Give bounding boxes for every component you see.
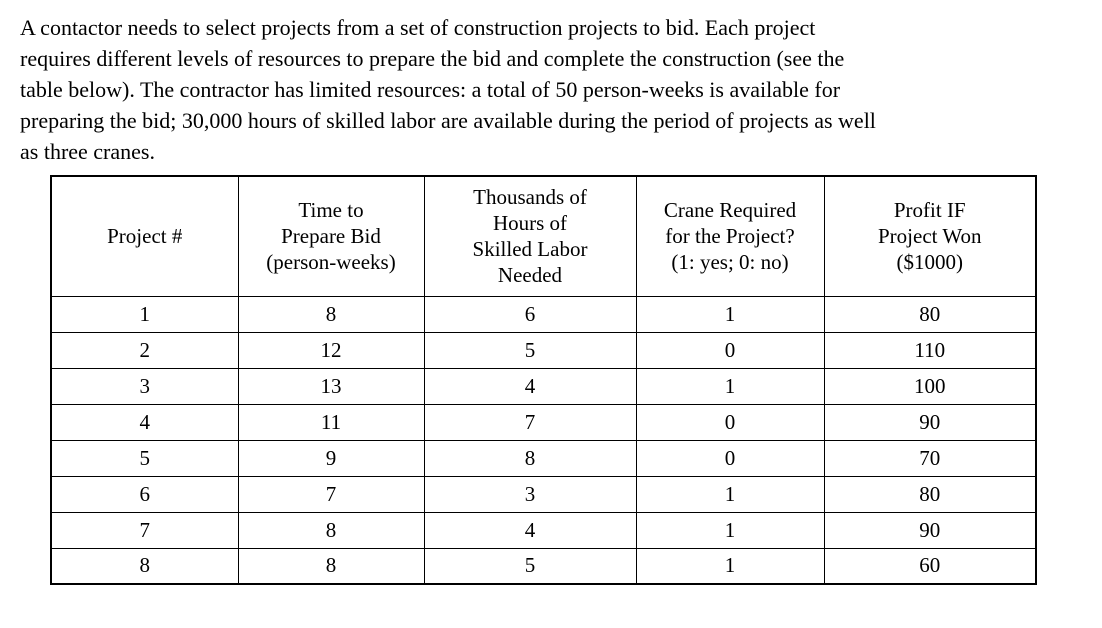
table-cell: 0 [635, 403, 825, 441]
table-cell: 3 [50, 367, 239, 405]
table-cell: 90 [823, 511, 1037, 549]
table-row: 6 7 3 1 80 [50, 475, 1037, 513]
table-cell: 8 [50, 547, 239, 585]
table-row: 5 9 8 0 70 [50, 439, 1037, 477]
table-cell: 8 [237, 295, 425, 333]
table-cell: 1 [635, 367, 825, 405]
table-cell: 7 [50, 511, 239, 549]
table-cell: 4 [423, 511, 637, 549]
projects-table: Project # Time to Prepare Bid (person-we… [50, 175, 1037, 585]
table-row: 4 11 7 0 90 [50, 403, 1037, 441]
table-cell: 11 [237, 403, 425, 441]
table-row: 1 8 6 1 80 [50, 295, 1037, 333]
table-cell: 8 [423, 439, 637, 477]
table-cell: 9 [237, 439, 425, 477]
table-cell: 80 [823, 475, 1037, 513]
table-cell: 70 [823, 439, 1037, 477]
problem-statement: A contactor needs to select projects fro… [20, 15, 876, 164]
table-cell: 6 [423, 295, 637, 333]
table-cell: 4 [50, 403, 239, 441]
table-cell: 1 [635, 511, 825, 549]
header-bid-prep-time: Time to Prepare Bid (person-weeks) [237, 175, 425, 297]
table-cell: 2 [50, 331, 239, 369]
table-cell: 3 [423, 475, 637, 513]
table-cell: 7 [237, 475, 425, 513]
table-cell: 13 [237, 367, 425, 405]
table-cell: 5 [423, 331, 637, 369]
table-cell: 12 [237, 331, 425, 369]
table-cell: 1 [635, 295, 825, 333]
table-row: 8 8 5 1 60 [50, 547, 1037, 585]
header-profit-if-won: Profit IF Project Won ($1000) [823, 175, 1037, 297]
table-cell: 1 [50, 295, 239, 333]
table-cell: 100 [823, 367, 1037, 405]
header-crane-required: Crane Required for the Project? (1: yes;… [635, 175, 825, 297]
table-cell: 1 [635, 475, 825, 513]
table-cell: 5 [50, 439, 239, 477]
table-cell: 8 [237, 511, 425, 549]
table-header: Project # Time to Prepare Bid (person-we… [50, 175, 1037, 297]
table-cell: 1 [635, 547, 825, 585]
table-cell: 7 [423, 403, 637, 441]
table-row: 2 12 5 0 110 [50, 331, 1037, 369]
table-cell: 5 [423, 547, 637, 585]
header-row: Project # Time to Prepare Bid (person-we… [50, 175, 1037, 297]
header-skilled-labor-hours: Thousands of Hours of Skilled Labor Need… [423, 175, 637, 297]
table-cell: 90 [823, 403, 1037, 441]
table-row: 7 8 4 1 90 [50, 511, 1037, 549]
table-cell: 6 [50, 475, 239, 513]
table-cell: 0 [635, 439, 825, 477]
table-cell: 110 [823, 331, 1037, 369]
table-cell: 4 [423, 367, 637, 405]
table-cell: 60 [823, 547, 1037, 585]
table-cell: 80 [823, 295, 1037, 333]
table-body: 1 8 6 1 80 2 12 5 0 110 3 13 4 1 100 4 11 7 0 90 5 9 8 0 70 6 7 3 1 8… [50, 295, 1037, 585]
header-project-number: Project # [50, 175, 239, 297]
table-row: 3 13 4 1 100 [50, 367, 1037, 405]
table-cell: 0 [635, 331, 825, 369]
table-cell: 8 [237, 547, 425, 585]
